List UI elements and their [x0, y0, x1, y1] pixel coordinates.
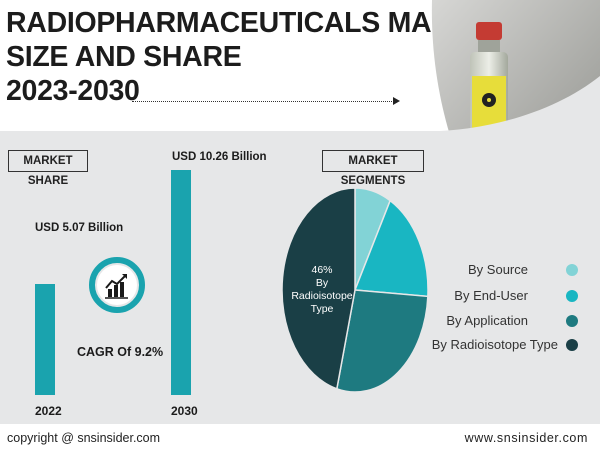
cagr-chart-icon — [89, 257, 145, 313]
pie-slice-2 — [335, 289, 429, 393]
legend-dot-source — [566, 264, 578, 276]
bar-2030 — [171, 170, 191, 395]
pie-slice-3 — [281, 188, 356, 390]
pie-label-line-3: Radioisotope — [291, 290, 353, 302]
page-title: RADIOPHARMACEUTICALS MARKET SIZE AND SHA… — [6, 6, 508, 108]
legend-label-application: By Application — [446, 313, 528, 328]
bar-value-label-2030: USD 10.26 Billion — [172, 151, 267, 163]
market-segments-badge: MARKET SEGMENTS — [322, 150, 424, 187]
pie-slice-1 — [353, 199, 429, 298]
footer: copyright @ snsinsider.com www.snsinside… — [0, 424, 600, 452]
legend-label-end-user: By End-User — [454, 288, 528, 303]
segments-pie-chart — [281, 188, 429, 393]
x-tick-2022: 2022 — [35, 404, 62, 418]
bar-value-label-2022: USD 5.07 Billion — [35, 222, 124, 234]
legend-dot-end-user — [566, 290, 578, 302]
arrow-right-icon — [393, 97, 400, 105]
title-line-1: RADIOPHARMACEUTICALS MARKET — [6, 7, 508, 39]
pie-label-percent: 46% — [311, 264, 333, 276]
market-share-badge: MARKET SHARE — [8, 150, 88, 187]
legend-dot-application — [566, 315, 578, 327]
cagr-label: CAGR Of 9.2% — [77, 345, 164, 359]
title-line-3: 2023-2030 — [6, 75, 140, 107]
legend-dot-radioisotope — [566, 339, 578, 351]
legend-label-source: By Source — [468, 262, 528, 277]
copyright-text: copyright @ snsinsider.com — [7, 431, 161, 445]
bar-2022 — [35, 283, 55, 395]
pie-label-line-4: Type — [310, 303, 334, 315]
title-line-2: SIZE AND SHARE — [6, 41, 242, 73]
header-divider — [0, 76, 600, 143]
legend-label-radioisotope: By Radioisotope Type — [431, 337, 558, 352]
website-link[interactable]: www.snsinsider.com — [464, 431, 588, 445]
pie-data-label: 46% By Radioisotope Type — [282, 264, 362, 316]
title-underline — [132, 101, 394, 102]
pie-label-line-2: By — [315, 277, 329, 289]
x-tick-2030: 2030 — [171, 404, 198, 418]
